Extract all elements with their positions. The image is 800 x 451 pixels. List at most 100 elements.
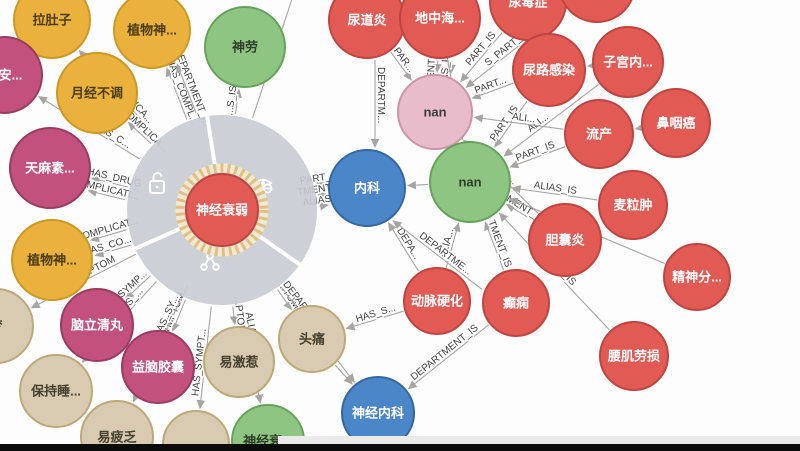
node-circle — [9, 127, 91, 209]
node-label: 内科 — [354, 181, 380, 196]
edge-arrowhead-icon — [484, 221, 493, 232]
node-label: 神经衰弱 — [196, 203, 248, 218]
edge-label: TMENT_IS — [485, 219, 513, 269]
node-label: 尿毒症 — [508, 0, 547, 10]
graph-edge-niaodao-neike[interactable]: DEPARTM... — [370, 60, 388, 148]
unlock-button[interactable] — [149, 172, 165, 194]
graph-edge-liuchan-nangreen[interactable]: PART_IS — [509, 138, 566, 169]
unlock-shackle-icon — [152, 172, 163, 182]
halo-divider — [205, 114, 218, 167]
graph-edge-niaolu-nangreen[interactable]: PART_IS — [487, 100, 528, 148]
node-label: 神劳 — [232, 40, 258, 55]
graph-node-麦粒肿[interactable]: 麦粒肿 — [598, 170, 668, 240]
bottom-light-strip — [278, 436, 800, 444]
node-circle — [592, 26, 664, 98]
node-label: 月经不调 — [70, 86, 123, 101]
graph-node-nan[interactable]: nan — [429, 141, 511, 223]
edge-arrowhead-icon — [316, 180, 326, 189]
graph-node-植物神...[interactable]: 植物神... — [11, 219, 93, 301]
graph-node-月经不调[interactable]: 月经不调 — [56, 52, 138, 134]
graph-node-保持睡...[interactable]: 保持睡... — [19, 354, 93, 428]
node-circle — [328, 149, 406, 227]
node-label: 拉肚子 — [32, 13, 71, 28]
selected-ring-dashes — [175, 163, 269, 257]
node-circle — [599, 321, 669, 391]
graph-node-胆囊炎[interactable]: 胆囊炎 — [528, 203, 602, 277]
graph-node-鼻咽癌[interactable]: 鼻咽癌 — [641, 88, 711, 158]
edge-arrowhead-icon — [343, 375, 353, 385]
graph-node-流产[interactable]: 流产 — [564, 99, 634, 169]
graph-edge-dongmai-toutong[interactable]: HAS_S... — [345, 301, 404, 331]
halo-divider — [256, 233, 302, 267]
node-label: 植物神... — [26, 253, 77, 268]
edge-arrowhead-icon — [388, 222, 397, 232]
graph-edge-niaodao-nanpink[interactable]: PAR... — [389, 44, 418, 81]
graph-node-易疲乏[interactable]: 易疲乏 — [80, 400, 154, 451]
graph-node-益脑胶囊[interactable]: 益脑胶囊 — [121, 330, 195, 404]
edge-arrowhead-icon — [406, 180, 417, 190]
edge-arrowhead-icon — [229, 315, 239, 326]
node-label: 流产 — [586, 127, 612, 142]
graph-node-头痛[interactable]: 头痛 — [278, 305, 346, 373]
graph-node-redclip[interactable] — [559, 0, 635, 23]
node-circle — [564, 99, 634, 169]
graph-node-天麻素...[interactable]: 天麻素... — [9, 127, 91, 209]
graph-node-拉肚子[interactable]: 拉肚子 — [13, 0, 91, 59]
edge-arrowhead-icon — [38, 96, 48, 105]
edge-arrowhead-icon — [124, 290, 135, 300]
graph-node-精神分...[interactable]: 精神分... — [663, 243, 731, 311]
graph-node-nan[interactable]: nan — [397, 74, 473, 150]
graph-edge-nangreen-neike[interactable] — [406, 180, 429, 190]
edge-arrowhead-icon — [90, 176, 101, 185]
expand-graph-button[interactable] — [200, 252, 220, 271]
edge-arrowhead-icon — [94, 249, 105, 258]
graph-edge-center-shenlao[interactable]: ...S_IS — [223, 83, 243, 118]
node-circle — [399, 0, 481, 59]
node-circle — [113, 0, 191, 69]
graph-node-尿路感染[interactable]: 尿路感染 — [512, 33, 586, 107]
graph-node-腰肌劳损[interactable]: 腰肌劳损 — [599, 321, 669, 391]
node-circle — [397, 74, 473, 150]
graph-edge-toutong-sjnk[interactable] — [334, 364, 353, 385]
node-label: 梦 — [0, 319, 3, 334]
graph-node-动脉硬化[interactable]: 动脉硬化 — [403, 267, 471, 335]
graph-node-植物神...[interactable]: 植物神... — [113, 0, 191, 69]
graph-node-地中海...[interactable]: 地中海... — [399, 0, 481, 59]
eye-pupil-icon — [261, 181, 265, 185]
edge-arrowhead-icon — [407, 380, 418, 390]
unlock-icon — [149, 180, 165, 194]
node-circle — [278, 305, 346, 373]
node-circle — [60, 288, 134, 362]
node-circle — [203, 326, 275, 398]
node-label: 易疲乏 — [97, 430, 136, 445]
node-label: 益脑胶囊 — [132, 360, 185, 375]
graph-edge-dianxian-nangreen[interactable]: TMENT_IS — [484, 217, 515, 271]
graph-node-开安...[interactable]: 开安... — [0, 36, 43, 114]
node-circle — [561, 0, 633, 23]
node-label: 神经内科 — [352, 406, 404, 421]
graph-edge-mailizhong-nangreen[interactable]: ALIAS_IS — [511, 178, 598, 201]
graph-node-神劳[interactable]: 神劳 — [204, 6, 286, 88]
graph-node-子宫内...[interactable]: 子宫内... — [592, 26, 664, 98]
edge-arrowhead-icon — [498, 212, 509, 222]
graph-edge-liuchan-nanpink[interactable]: ALI... — [473, 110, 564, 130]
graph-node-梦[interactable]: 梦 — [0, 288, 34, 364]
edge-arrowhead-icon — [30, 300, 41, 309]
node-label: 头痛 — [299, 332, 325, 347]
graph-node-神经衰弱[interactable]: 神经衰弱 — [185, 173, 259, 247]
edge-arrowhead-icon — [176, 63, 184, 74]
graph-node-癫痫[interactable]: 癫痫 — [482, 269, 550, 337]
graph-node-尿道炎[interactable]: 尿道炎 — [328, 0, 406, 59]
graph-node-内科[interactable]: 内科 — [328, 149, 406, 227]
graph-node-脑立清丸[interactable]: 脑立清丸 — [60, 288, 134, 362]
eye-minus-button[interactable] — [253, 178, 273, 194]
graph-node-易激惹[interactable]: 易激惹 — [203, 326, 275, 398]
halo-divider — [133, 226, 183, 251]
node-circle — [0, 36, 43, 114]
node-circle — [121, 330, 195, 404]
graph-node-神经内科[interactable]: 神经内科 — [341, 376, 415, 450]
node-label: 尿路感染 — [523, 63, 576, 78]
node-circle — [512, 33, 586, 107]
